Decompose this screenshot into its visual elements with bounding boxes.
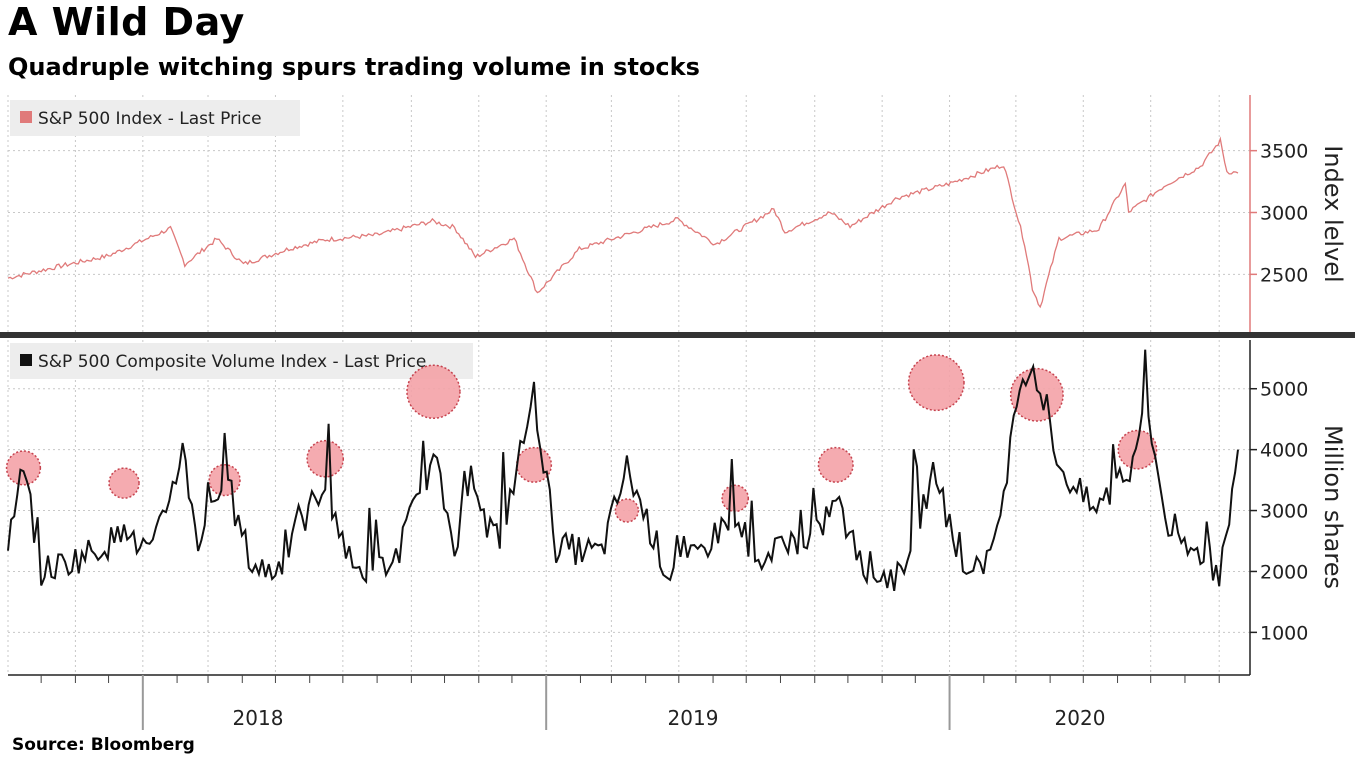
year-label-2020: 2020 xyxy=(1055,706,1106,730)
x-axis-ticks xyxy=(40,675,1220,730)
volume-legend-swatch xyxy=(20,354,32,366)
price-legend-label: S&P 500 Index - Last Price xyxy=(38,109,262,129)
panel-divider xyxy=(0,332,1355,338)
year-label-2019: 2019 xyxy=(668,706,719,730)
chart-title: A Wild Day xyxy=(8,0,245,44)
volume-tick-label: 4000 xyxy=(1260,440,1308,462)
volume-tick-label: 1000 xyxy=(1260,622,1308,644)
volume-y-axis-title: Million shares xyxy=(1319,425,1347,589)
volume-y-ticks: 1000 2000 3000 4000 5000 xyxy=(1250,379,1308,644)
quadruple-witching-highlights xyxy=(5,354,1158,523)
year-label-2018: 2018 xyxy=(233,706,284,730)
highlight-circle-2018-03-16 xyxy=(208,463,241,497)
highlight-circle-2017-12-15 xyxy=(108,467,140,499)
volume-series-line xyxy=(7,349,1239,592)
price-y-axis-title: Index lelvel xyxy=(1319,145,1347,282)
volume-tick-label: 5000 xyxy=(1260,379,1308,401)
highlight-circle-2019-09-20 xyxy=(817,446,854,483)
highlight-circle-2017-09-15 xyxy=(5,450,42,486)
chart-subtitle: Quadruple witching spurs trading volume … xyxy=(8,53,700,81)
volume-tick-label: 2000 xyxy=(1260,561,1308,583)
price-tick-label: 3500 xyxy=(1260,141,1308,163)
price-legend-box xyxy=(10,100,300,136)
source-note: Source: Bloomberg xyxy=(12,735,195,755)
gridlines xyxy=(7,95,1250,675)
price-y-ticks: 2500 3000 3500 xyxy=(1250,141,1308,286)
price-tick-label: 3000 xyxy=(1260,203,1308,225)
highlight-circle-2019-03-15 xyxy=(614,498,640,523)
price-series-line xyxy=(7,136,1239,309)
volume-legend-label: S&P 500 Composite Volume Index - Last Pr… xyxy=(38,352,426,372)
volume-tick-label: 3000 xyxy=(1260,501,1308,523)
highlight-circle-2018-12-21 xyxy=(515,446,553,483)
price-legend-swatch xyxy=(20,111,32,123)
price-tick-label: 2500 xyxy=(1260,264,1308,286)
highlight-circle-2020-06-19 xyxy=(1117,429,1158,470)
volume-legend-box xyxy=(10,343,473,379)
highlight-circle-2019-12-20 xyxy=(907,354,965,412)
highlight-circle-2018-09-21 xyxy=(406,364,461,420)
